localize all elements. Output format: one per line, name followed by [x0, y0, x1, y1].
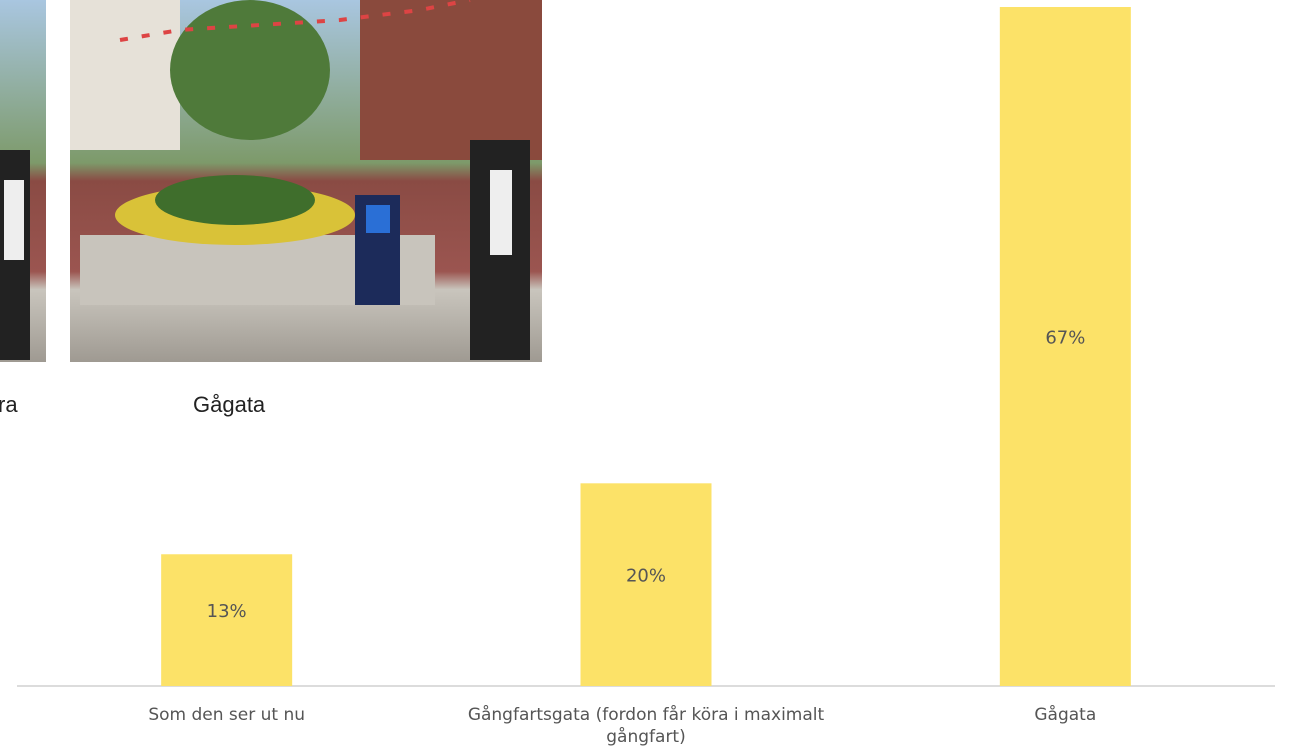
- bar: [999, 7, 1131, 686]
- x-tick-label: Gångfartsgata (fordon får köra i maximal…: [467, 705, 825, 747]
- photo-left: [0, 0, 46, 362]
- annotation: Gågata: [193, 392, 266, 417]
- bar: [161, 554, 293, 686]
- value-label: 13%: [207, 601, 247, 622]
- bar: [580, 483, 712, 686]
- x-tick-label: Gågata: [1034, 705, 1097, 725]
- photo-main: [70, 0, 542, 362]
- x-tick-label: Som den ser ut nu: [148, 705, 305, 725]
- value-label: 67%: [1045, 328, 1085, 349]
- value-label: 20%: [626, 566, 666, 587]
- annotation: ra: [0, 392, 18, 417]
